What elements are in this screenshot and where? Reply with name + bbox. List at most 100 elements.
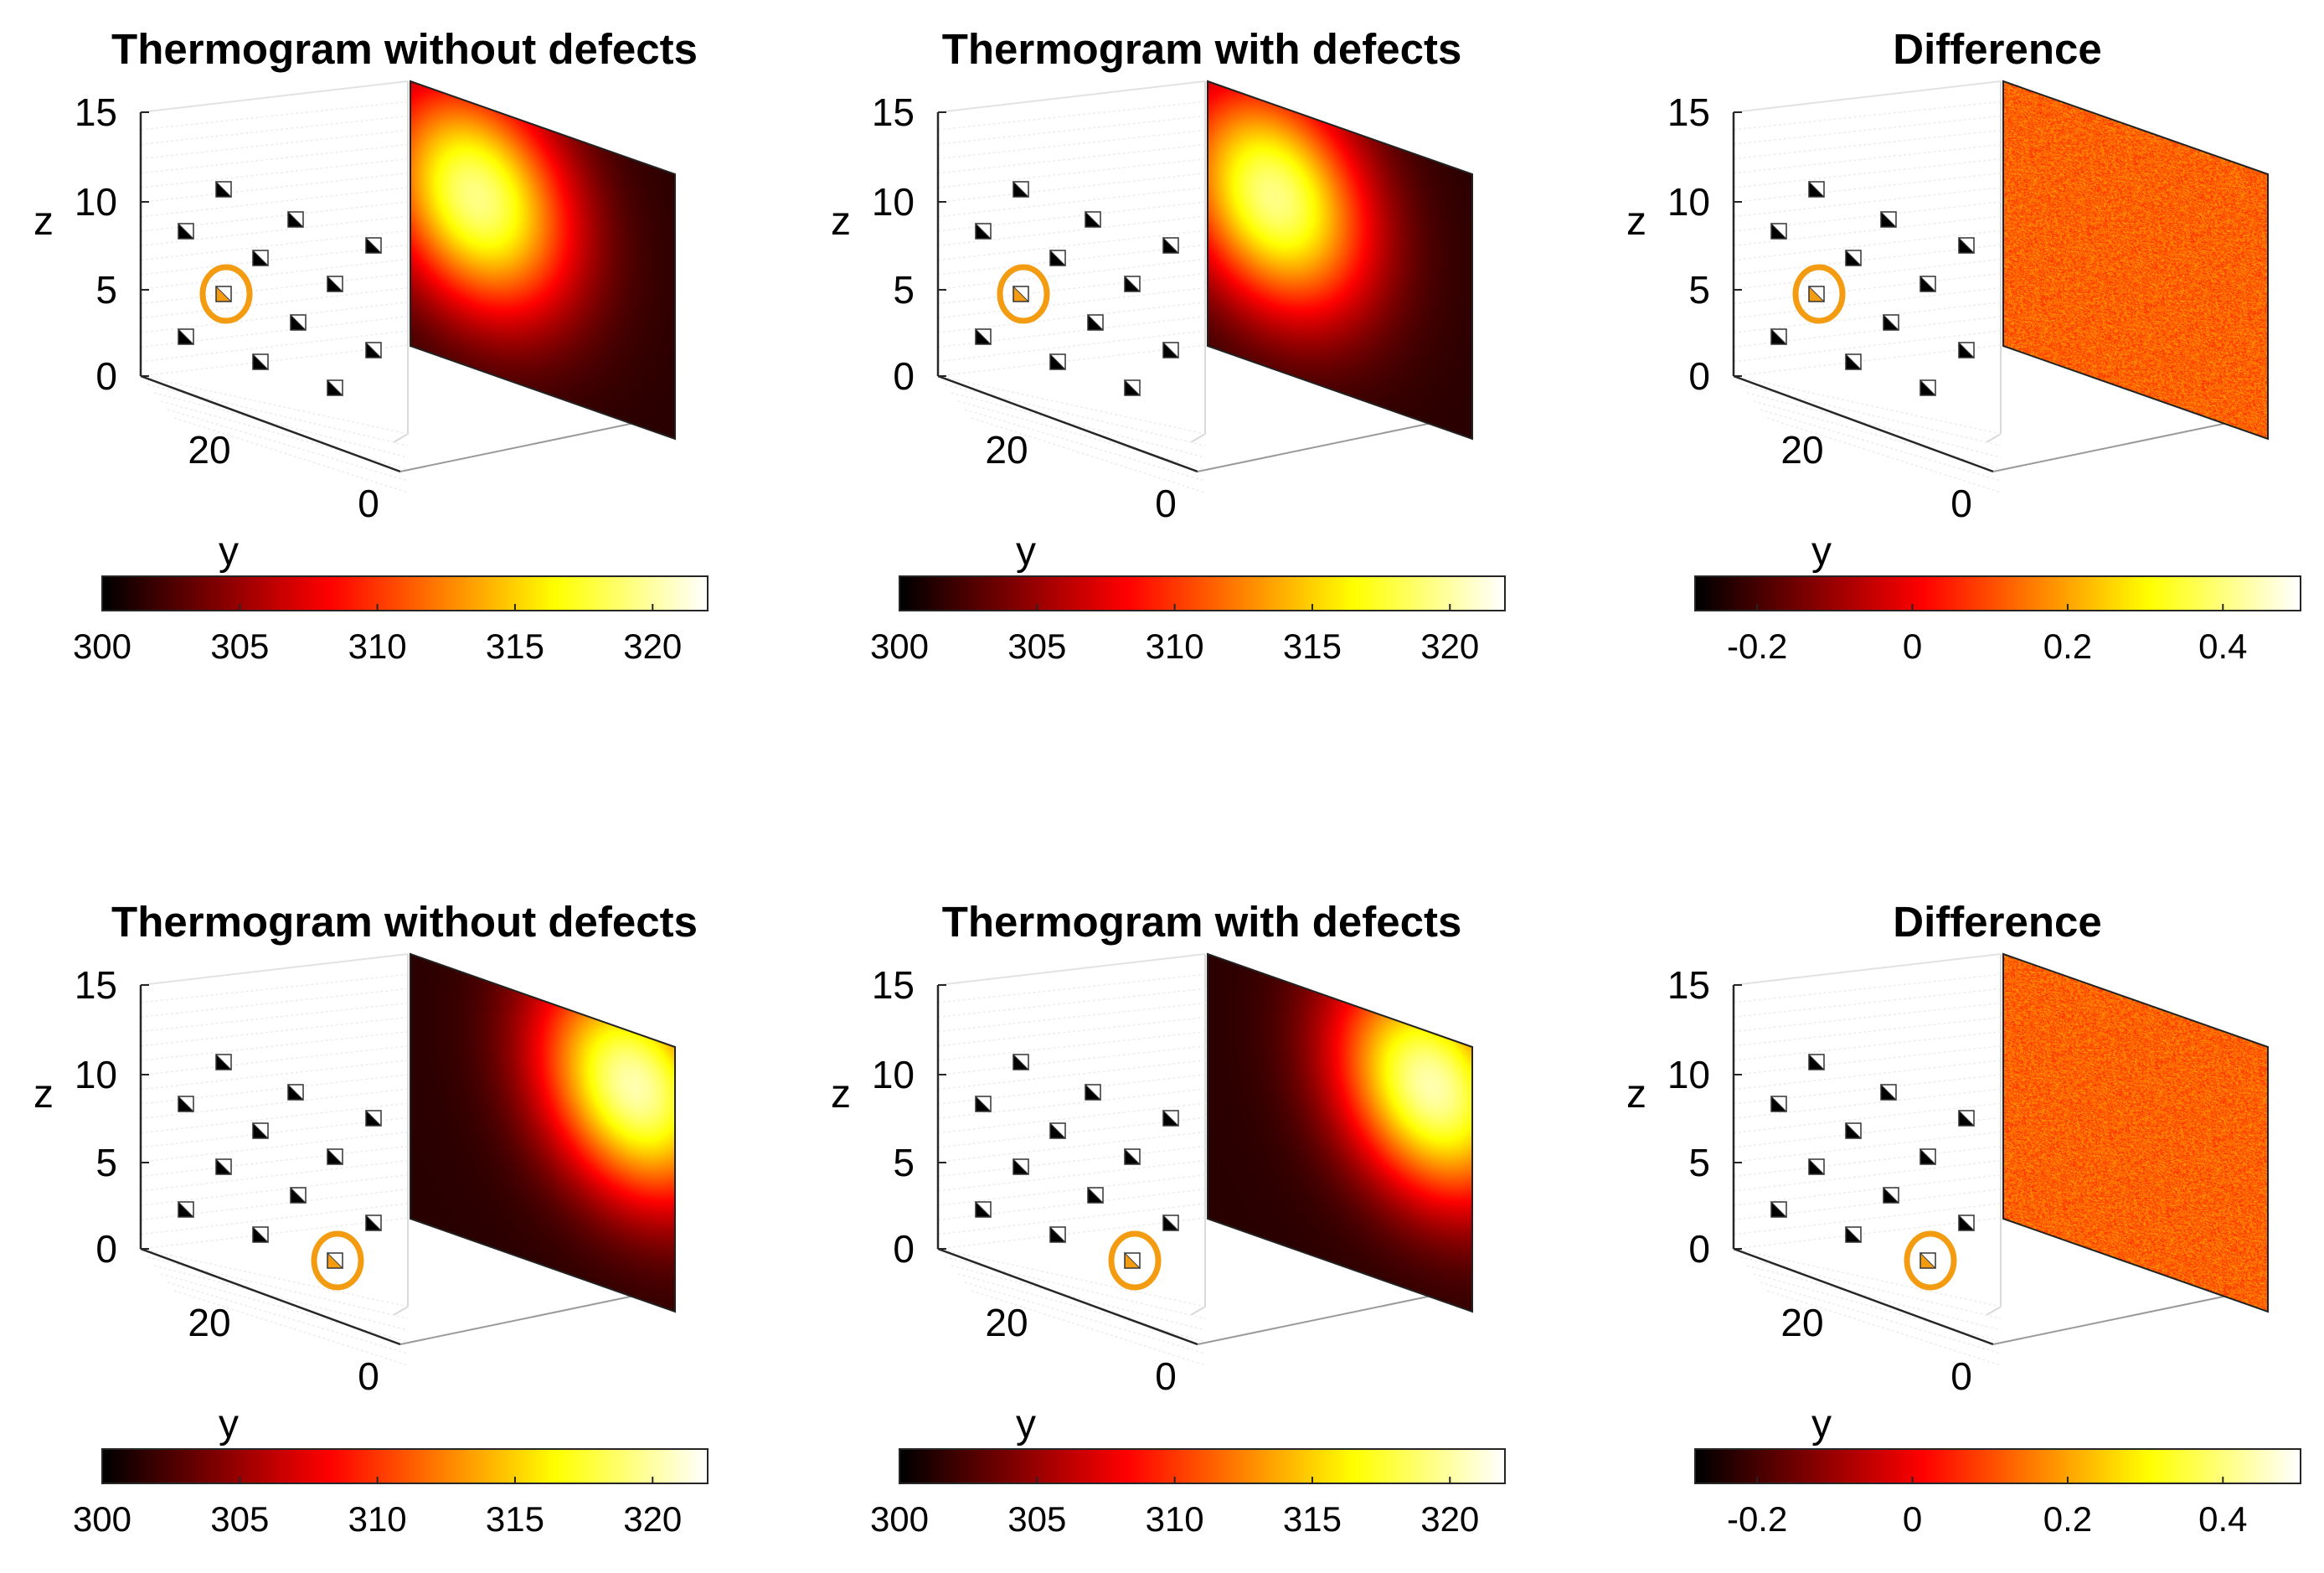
sensor-marker [1770, 223, 1787, 240]
floor-grid-line [1733, 1248, 2002, 1307]
y-axis-label: y [1811, 1402, 1832, 1447]
floor-grid-line [1739, 384, 2002, 446]
y-axis-label: y [1016, 529, 1036, 574]
marker-outline [1845, 250, 1862, 266]
z-grid-line [140, 157, 409, 188]
floor-grid-line [964, 1282, 1206, 1354]
colorbar-tick-label: 0.4 [2198, 1499, 2247, 1539]
sensor-marker [1162, 342, 1179, 359]
y-axis-line [1733, 374, 1994, 473]
floor-grid-line [957, 1273, 1206, 1343]
y-tick-label: 20 [1780, 428, 1823, 472]
marker-outline [975, 1201, 992, 1218]
sensor-marker [1919, 276, 1936, 293]
z-grid-line [937, 1173, 1206, 1206]
sensor-marker [364, 342, 382, 359]
sensor-marker [1162, 1110, 1179, 1127]
z-tick-label: 10 [75, 1053, 117, 1096]
x-axis-line [1992, 1287, 2269, 1345]
thermogram-plane-border [2002, 80, 2269, 441]
y-tick-label: 20 [1780, 1301, 1823, 1344]
thermogram-plane-border [1207, 952, 1473, 1313]
z-grid-line [1733, 1159, 2002, 1192]
thermogram-plane-border [410, 80, 676, 441]
floor-grid-line [951, 1265, 1206, 1331]
panel-4: Thermogram without defects 0 5 10 15 z 20 0 y 300… [33, 898, 709, 1539]
marker-outline [365, 1215, 382, 1231]
colorbar-tick-label: 320 [623, 627, 682, 666]
marker-outline [1124, 1252, 1141, 1269]
box-top-edge [140, 953, 409, 986]
y-axis-label: y [219, 1402, 239, 1447]
z-tick-label: 10 [872, 1053, 915, 1096]
floor-grid-line [951, 392, 1206, 458]
z-tick-label: 5 [893, 268, 915, 312]
z-grid-line [937, 129, 1206, 160]
marker-outline [1845, 353, 1862, 370]
box-top-edge [937, 953, 1206, 986]
sensor-marker [1108, 1230, 1162, 1291]
y-tick-label: 20 [188, 1301, 230, 1344]
colorbar-tick-label: 300 [870, 627, 929, 666]
colorbar-tick-label: -0.2 [1727, 1499, 1787, 1539]
sensor-marker [214, 181, 232, 199]
colorbar-tick-label: 310 [348, 627, 407, 666]
z-grid-line [1733, 157, 2002, 188]
y-axis-line [937, 1247, 1198, 1346]
z-grid-line [140, 1016, 409, 1047]
sensor-marker [1957, 237, 1975, 255]
z-grid-line [140, 1131, 409, 1163]
marker-outline [287, 1084, 304, 1101]
marker-outline [1162, 1110, 1179, 1127]
z-axis-label: z [1626, 199, 1646, 244]
marker-outline [1883, 314, 1899, 331]
axes-box [1733, 80, 2002, 493]
y-tick-label: 0 [358, 1354, 379, 1398]
z-grid-line [937, 301, 1206, 333]
z-grid-line [140, 1173, 409, 1206]
thermogram-plane-border [2002, 952, 2269, 1313]
sensor-marker [1770, 1096, 1787, 1113]
z-grid-line [1733, 272, 2002, 305]
panel-title: Thermogram with defects [942, 898, 1462, 946]
sensor-marker [1807, 1158, 1825, 1176]
panel-1: Thermogram without defects 0 5 10 15 z 20 0 y 300… [33, 25, 709, 666]
floor-grid-line [964, 409, 1206, 482]
colorbar-tick-label: 315 [1283, 627, 1342, 666]
floor-grid-line [944, 384, 1206, 446]
y-axis-label: y [219, 529, 239, 574]
marker-outline [1919, 276, 1936, 292]
z-grid-line [937, 1060, 1206, 1091]
y-axis-line [140, 374, 401, 473]
colorbar-tick-label: 305 [1007, 627, 1066, 666]
box-back-edge [1190, 954, 1206, 1316]
thermogram-plane [410, 954, 675, 1312]
colorbar-border [1694, 575, 2301, 611]
sensor-marker [1882, 314, 1899, 332]
colorbar-tick-label: 300 [870, 1499, 929, 1539]
z-grid-line [937, 187, 1206, 218]
marker-outline [1124, 276, 1141, 292]
marker-outline [1087, 314, 1104, 331]
z-grid-line [937, 973, 1206, 1003]
sensor-marker [251, 250, 269, 267]
sensor-marker [177, 1201, 194, 1219]
z-grid-line [140, 115, 409, 145]
marker-outline [1087, 1187, 1104, 1204]
marker-outline [1124, 379, 1141, 396]
panel-title: Thermogram without defects [111, 25, 698, 73]
z-grid-line [140, 129, 409, 160]
z-grid-line [140, 272, 409, 305]
sensor-marker [311, 1230, 364, 1291]
z-grid-line [1733, 115, 2002, 145]
floor-grid-line [147, 1256, 409, 1319]
sensor-marker [1012, 1158, 1029, 1176]
marker-outline [1770, 1201, 1787, 1218]
marker-outline [1958, 1215, 1975, 1231]
sensor-marker [286, 211, 304, 229]
colorbar-tick-label: -0.2 [1727, 627, 1787, 666]
marker-outline [252, 250, 269, 266]
axes-box [937, 80, 1206, 493]
y-tick-label: 0 [358, 482, 379, 525]
sensor-marker [289, 1187, 307, 1204]
